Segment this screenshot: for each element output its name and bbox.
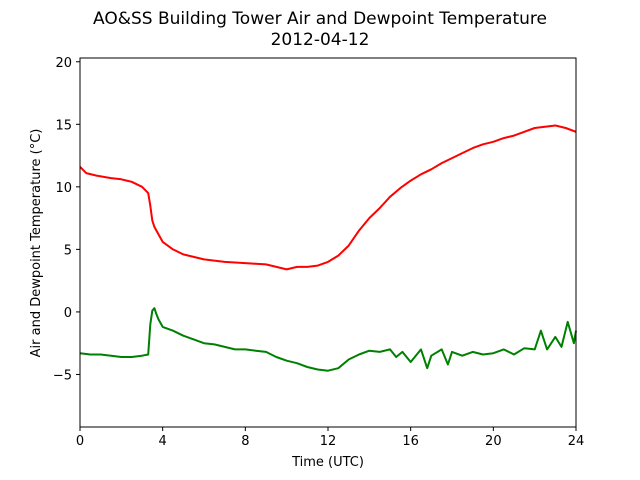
x-tick-label: 20 bbox=[485, 434, 502, 449]
y-axis-label: Air and Dewpoint Temperature (°C) bbox=[29, 129, 44, 358]
chart-title-line-2: 2012-04-12 bbox=[271, 30, 370, 50]
series-layer bbox=[79, 124, 577, 372]
series-line-0 bbox=[79, 124, 577, 271]
y-tick-label: 5 bbox=[64, 243, 72, 258]
y-axis: −5 0 5 10 15 20 bbox=[53, 56, 80, 383]
x-tick-label: 12 bbox=[320, 434, 337, 449]
series-line-1 bbox=[79, 307, 577, 372]
x-tick-label: 4 bbox=[159, 434, 167, 449]
y-tick-label: 20 bbox=[55, 56, 72, 71]
x-tick-label: 16 bbox=[402, 434, 419, 449]
y-tick-label: 10 bbox=[55, 181, 72, 196]
x-axis: 0 4 8 12 16 20 24 bbox=[76, 427, 584, 449]
x-axis-label: Time (UTC) bbox=[291, 455, 364, 470]
x-tick-label: 0 bbox=[76, 434, 84, 449]
y-tick-label: 0 bbox=[64, 306, 72, 321]
x-tick-label: 24 bbox=[568, 434, 585, 449]
x-tick-label: 8 bbox=[241, 434, 249, 449]
y-tick-label: −5 bbox=[53, 368, 72, 383]
y-tick-label: 15 bbox=[55, 118, 72, 133]
chart-title-line-1: AO&SS Building Tower Air and Dewpoint Te… bbox=[93, 9, 547, 29]
